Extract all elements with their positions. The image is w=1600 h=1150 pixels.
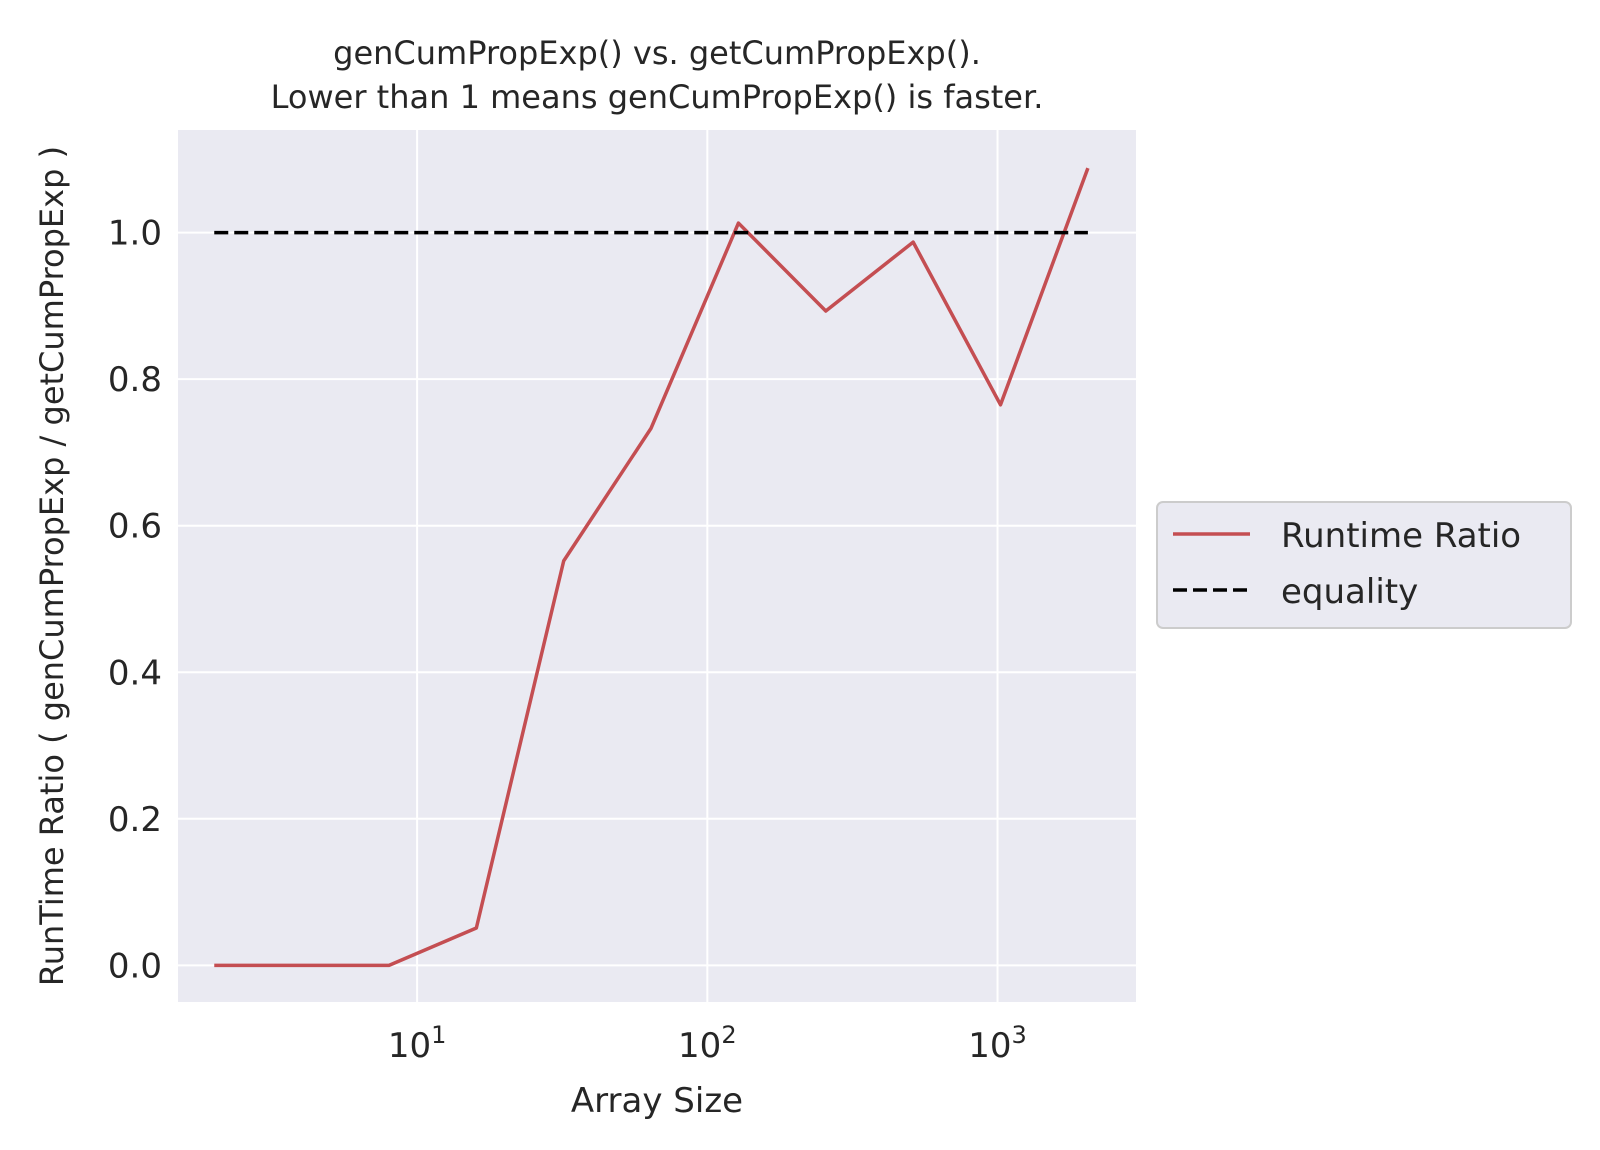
legend-label-runtime-ratio: Runtime Ratio — [1281, 516, 1521, 556]
y-tick-label: 1.0 — [108, 214, 162, 254]
series-line-runtime-ratio — [214, 167, 1090, 968]
y-axis-label: RunTime Ratio ( genCumPropExp / getCumPr… — [33, 146, 71, 986]
series-group — [214, 167, 1090, 968]
y-tick-label: 0.8 — [108, 360, 162, 400]
x-tick-label: 103 — [968, 1021, 1027, 1066]
y-tick-label: 0.0 — [108, 946, 162, 986]
chart-title-line-1: genCumPropExp() vs. getCumPropExp(). — [333, 34, 981, 72]
plot-background — [178, 130, 1136, 1002]
legend: Runtime Ratio equality — [1156, 501, 1572, 629]
x-tick-label: 102 — [678, 1021, 737, 1066]
y-tick-label: 0.2 — [108, 800, 162, 840]
y-tick-label: 0.4 — [108, 653, 162, 693]
x-tick-label: 101 — [388, 1021, 447, 1066]
y-tick-label: 0.6 — [108, 507, 162, 547]
y-tick-labels: 0.0 0.2 0.4 0.6 0.8 1.0 — [108, 214, 162, 987]
x-axis-label: Array Size — [571, 1081, 743, 1121]
x-tick-labels: 101 102 103 — [388, 1021, 1027, 1066]
legend-box — [1156, 501, 1572, 629]
chart-title-line-2: Lower than 1 means genCumPropExp() is fa… — [271, 78, 1044, 116]
legend-label-equality: equality — [1281, 572, 1418, 612]
